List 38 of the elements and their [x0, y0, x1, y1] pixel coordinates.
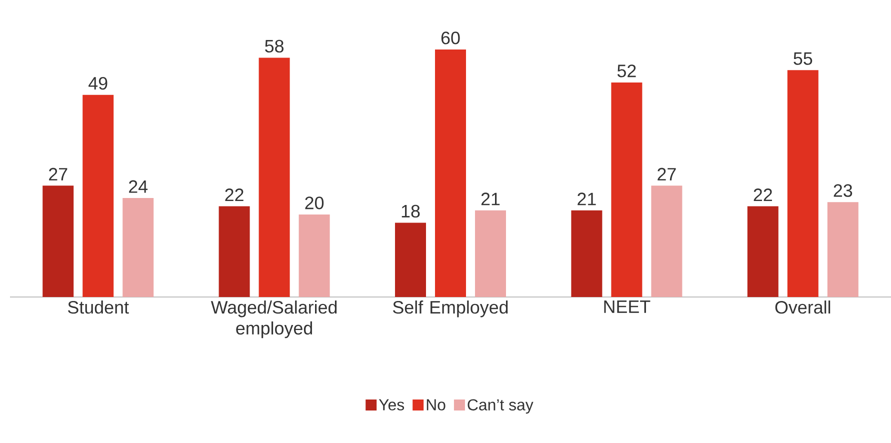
x-tick-label: Waged/Salaried employed	[210, 300, 337, 338]
legend-label: No	[426, 399, 446, 410]
bar	[571, 210, 602, 297]
bar	[82, 94, 114, 297]
bar	[611, 82, 642, 297]
bar	[298, 214, 330, 297]
data-label: 27	[658, 168, 676, 180]
data-label: 27	[49, 168, 68, 180]
bar	[395, 222, 426, 297]
data-label: 60	[441, 32, 460, 44]
data-label: 21	[481, 192, 500, 206]
data-label: 22	[754, 188, 772, 202]
data-label: 55	[794, 52, 812, 65]
bar	[827, 202, 858, 297]
bar	[258, 58, 290, 297]
bar	[787, 70, 818, 297]
data-label: 21	[578, 192, 596, 206]
data-label: 23	[834, 184, 852, 197]
bar	[218, 206, 250, 297]
bar	[747, 206, 778, 297]
bar	[651, 186, 682, 297]
legend-label: Can’t say	[468, 399, 534, 414]
data-label: 24	[129, 180, 148, 193]
data-label: 22	[225, 188, 244, 202]
x-tick-label: Overall	[775, 300, 830, 314]
data-label: 49	[88, 76, 108, 90]
bar	[122, 198, 154, 297]
data-label: 58	[265, 40, 284, 53]
data-label: 18	[402, 204, 420, 218]
x-tick-label: Student	[68, 300, 129, 314]
bar	[435, 49, 466, 297]
x-tick-label: Self Employed	[393, 300, 508, 318]
bar	[42, 186, 74, 297]
x-tick-label: NEET	[604, 300, 650, 313]
legend-label: Yes	[378, 399, 404, 410]
bar	[475, 210, 506, 297]
data-label: 52	[617, 64, 636, 78]
data-label: 20	[305, 196, 324, 210]
